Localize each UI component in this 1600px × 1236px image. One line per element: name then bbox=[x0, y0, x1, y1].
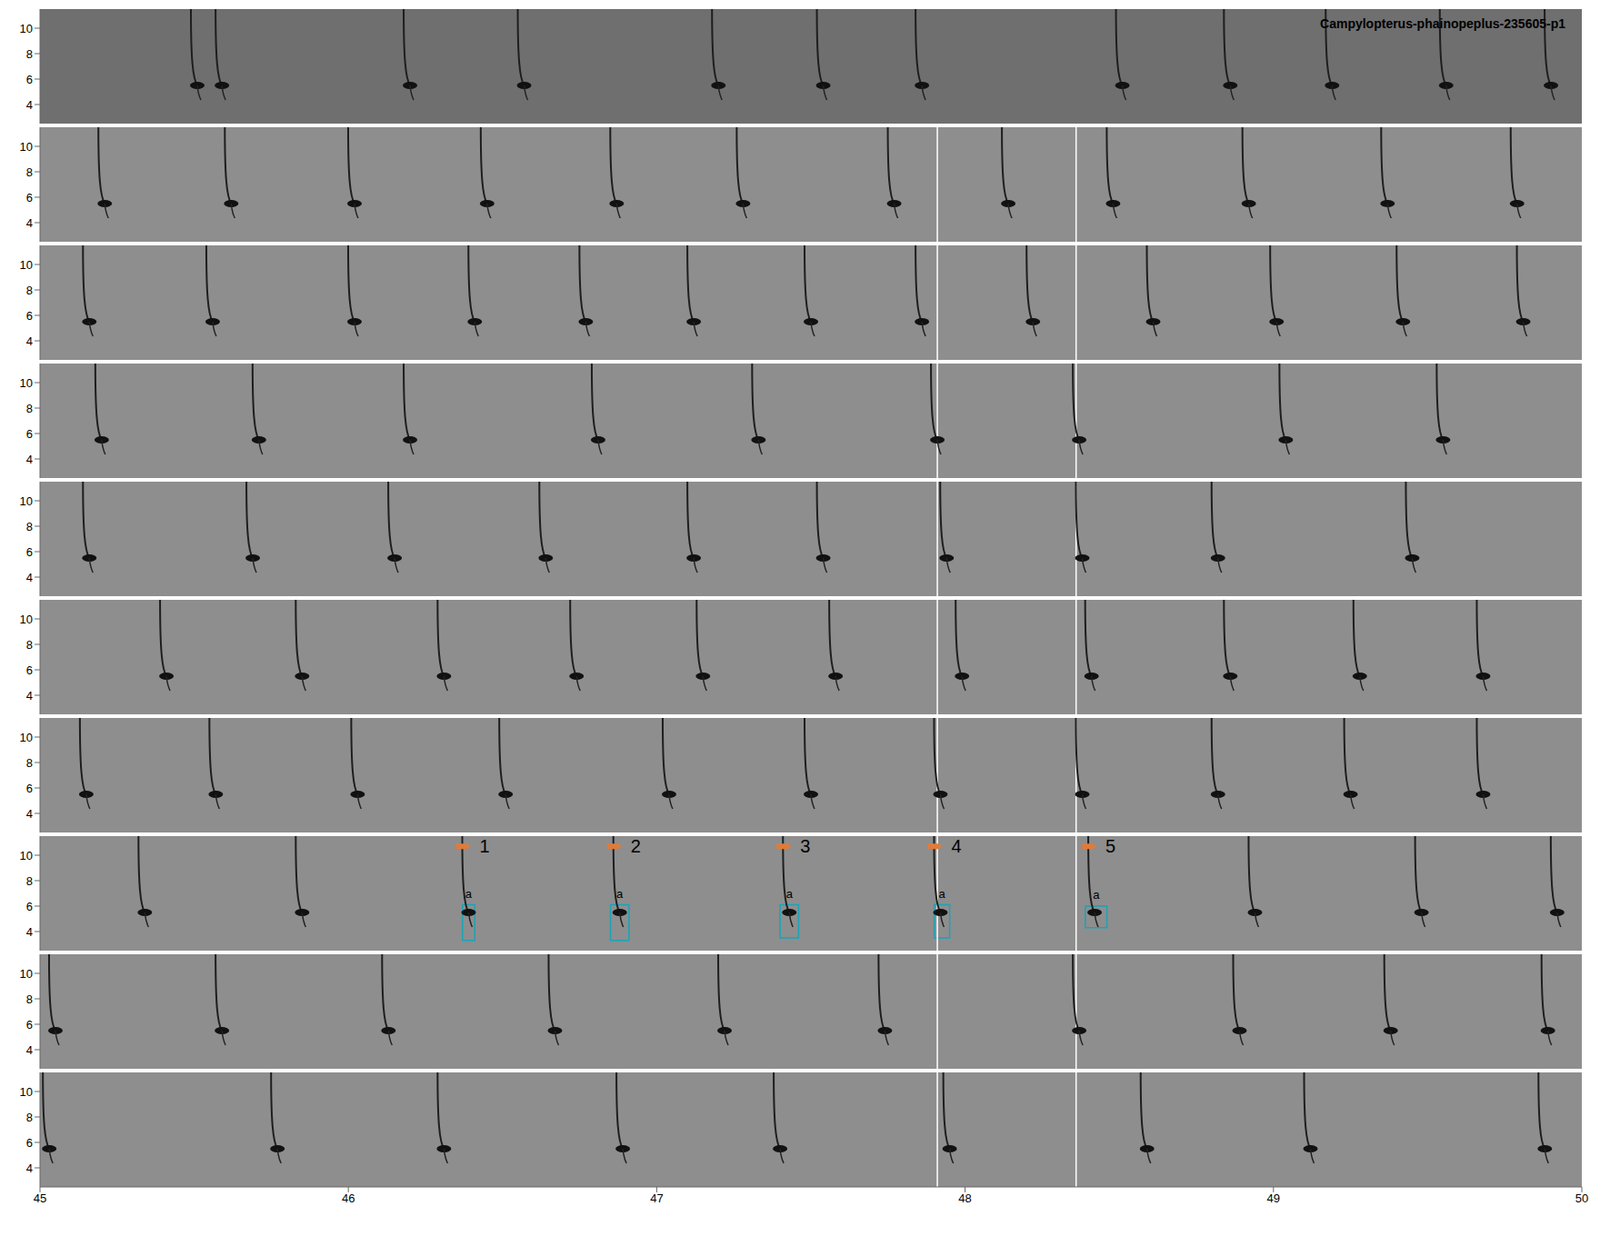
svg-text:6: 6 bbox=[26, 1018, 33, 1032]
svg-text:8: 8 bbox=[26, 1110, 33, 1125]
svg-text:4: 4 bbox=[26, 98, 33, 112]
svg-text:8: 8 bbox=[26, 874, 33, 889]
svg-text:6: 6 bbox=[26, 1136, 33, 1150]
svg-text:8: 8 bbox=[26, 165, 33, 180]
svg-text:4: 4 bbox=[950, 836, 961, 857]
svg-text:8: 8 bbox=[26, 992, 33, 1007]
svg-text:6: 6 bbox=[26, 427, 33, 441]
svg-text:2: 2 bbox=[630, 836, 641, 857]
svg-text:47: 47 bbox=[650, 1191, 663, 1206]
svg-text:4: 4 bbox=[26, 570, 33, 585]
svg-text:6: 6 bbox=[26, 72, 33, 87]
svg-text:45: 45 bbox=[33, 1191, 47, 1206]
svg-text:8: 8 bbox=[26, 401, 33, 416]
svg-text:10: 10 bbox=[20, 21, 33, 36]
svg-text:10: 10 bbox=[20, 849, 33, 863]
svg-text:8: 8 bbox=[26, 638, 33, 652]
svg-text:a: a bbox=[786, 887, 794, 901]
svg-text:6: 6 bbox=[26, 545, 33, 560]
svg-text:6: 6 bbox=[26, 309, 33, 323]
svg-text:10: 10 bbox=[20, 612, 33, 627]
svg-text:6: 6 bbox=[26, 781, 33, 796]
svg-text:10: 10 bbox=[20, 494, 33, 509]
svg-text:10: 10 bbox=[20, 730, 33, 745]
svg-text:6: 6 bbox=[26, 190, 33, 205]
svg-text:6: 6 bbox=[26, 663, 33, 678]
svg-text:10: 10 bbox=[20, 258, 33, 272]
svg-text:a: a bbox=[1092, 888, 1100, 902]
svg-text:10: 10 bbox=[20, 1085, 33, 1100]
svg-text:10: 10 bbox=[20, 376, 33, 390]
svg-text:8: 8 bbox=[26, 47, 33, 61]
svg-text:49: 49 bbox=[1267, 1191, 1280, 1206]
svg-text:3: 3 bbox=[800, 836, 810, 857]
svg-text:10: 10 bbox=[20, 967, 33, 981]
svg-text:4: 4 bbox=[26, 334, 33, 349]
svg-text:46: 46 bbox=[341, 1191, 355, 1206]
svg-text:4: 4 bbox=[26, 1043, 33, 1058]
svg-text:a: a bbox=[616, 887, 624, 901]
html-text:Campylopterus-phainopeplus-235: Campylopterus-phainopeplus-235605-p1 bbox=[1320, 16, 1566, 31]
svg-text:6: 6 bbox=[26, 900, 33, 914]
svg-text:8: 8 bbox=[26, 283, 33, 298]
svg-text:50: 50 bbox=[1575, 1191, 1589, 1206]
svg-text:48: 48 bbox=[958, 1191, 971, 1206]
svg-text:4: 4 bbox=[26, 452, 33, 467]
svg-text:5: 5 bbox=[1105, 836, 1116, 857]
svg-text:4: 4 bbox=[26, 689, 33, 703]
svg-text:a: a bbox=[939, 887, 947, 901]
svg-text:4: 4 bbox=[26, 925, 33, 940]
svg-text:8: 8 bbox=[26, 520, 33, 534]
svg-text:8: 8 bbox=[26, 756, 33, 770]
svg-text:4: 4 bbox=[26, 216, 33, 230]
svg-text:4: 4 bbox=[26, 1161, 33, 1176]
svg-text:4: 4 bbox=[26, 807, 33, 821]
svg-text:10: 10 bbox=[20, 140, 33, 154]
svg-text:1: 1 bbox=[479, 836, 490, 857]
svg-text:a: a bbox=[465, 887, 473, 901]
